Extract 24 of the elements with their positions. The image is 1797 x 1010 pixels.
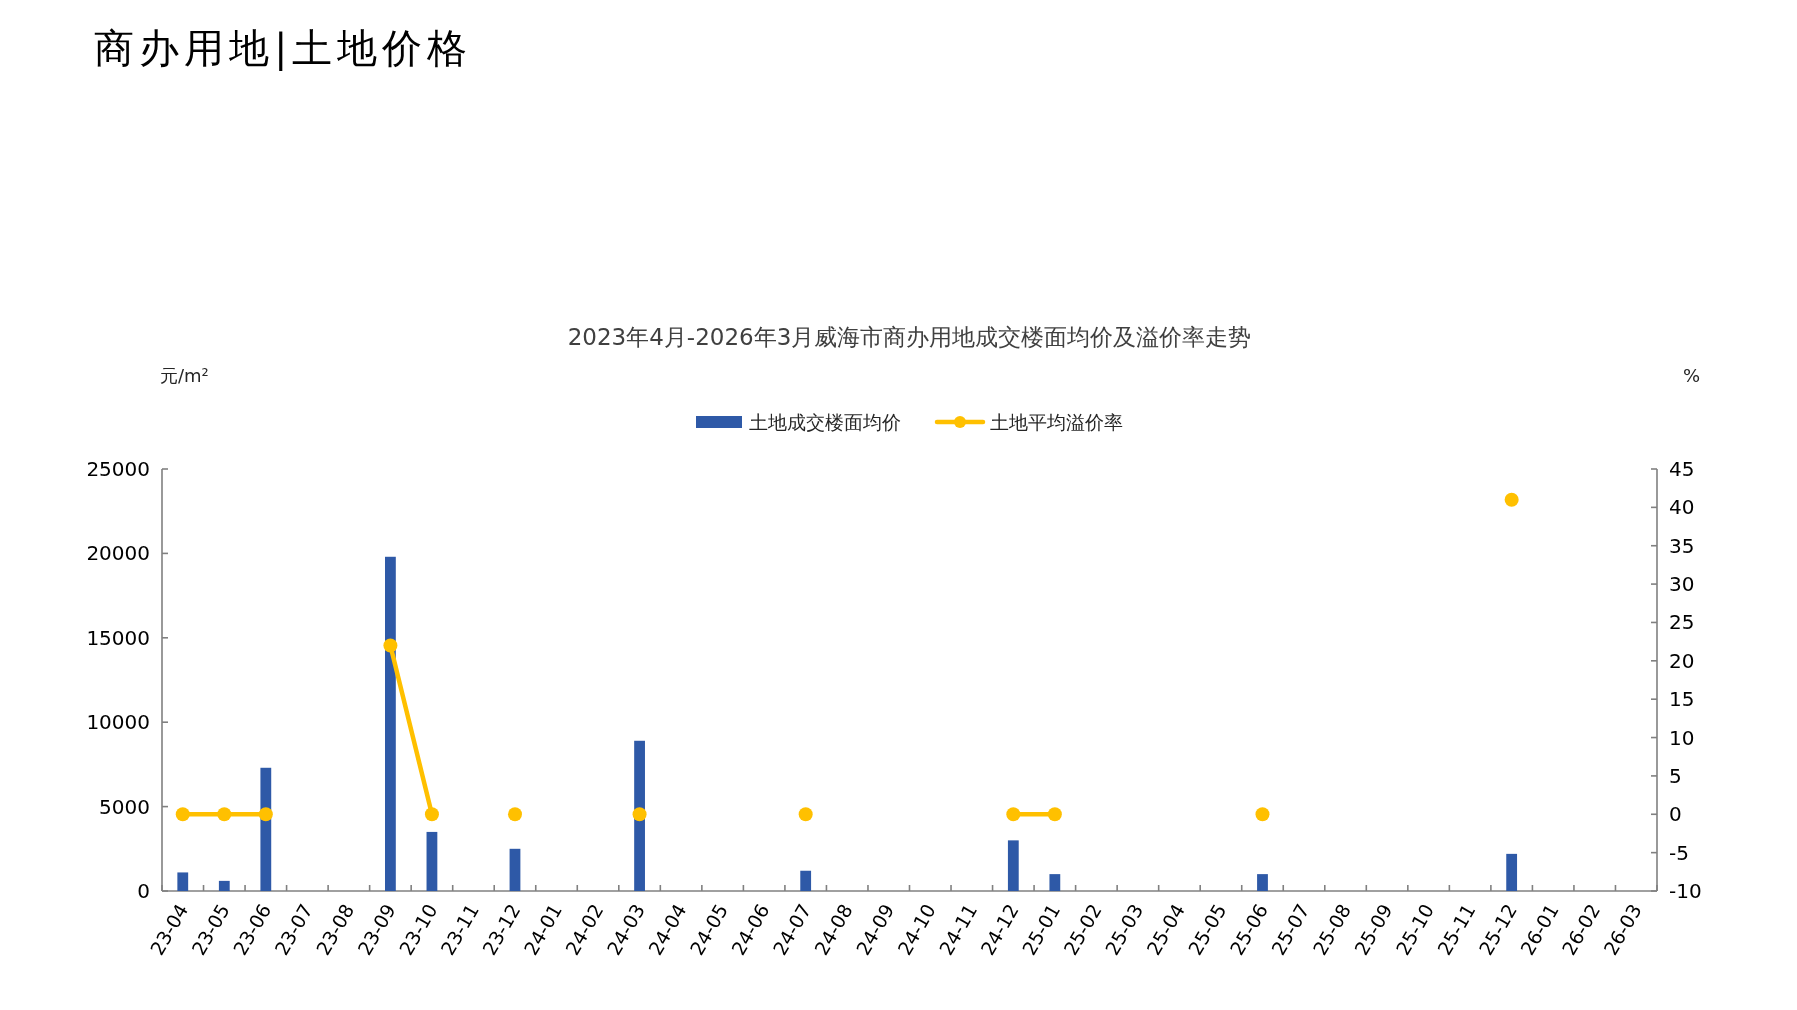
ytick: 25000 [86, 457, 150, 481]
y2tick: 25 [1669, 610, 1695, 635]
y2tick: -10 [1669, 879, 1702, 903]
legend-label: 土地成交楼面均价 [749, 411, 901, 433]
y2tick: 35 [1669, 533, 1695, 558]
y2label: % [1683, 365, 1701, 386]
y2tick: 40 [1669, 495, 1695, 520]
subtitle: 2023年4月-2026年3月威海市商办用地成交楼面均价及溢价率走势 [567, 324, 1252, 350]
y2tick: 20 [1669, 648, 1695, 673]
ytick: 20000 [86, 541, 150, 566]
y2tick: 0 [1669, 802, 1682, 827]
y2tick: 45 [1669, 457, 1695, 481]
y2tick: 30 [1669, 572, 1695, 597]
y2tick: 10 [1669, 725, 1695, 750]
ytick: 15000 [86, 625, 150, 650]
title: 商办用地|土地价格 [94, 25, 473, 71]
y2tick: 5 [1669, 763, 1682, 788]
ytick: 5000 [99, 794, 150, 819]
ylabel: 元/m² [160, 365, 209, 386]
y2tick: 15 [1669, 687, 1695, 712]
y2tick: -5 [1669, 840, 1689, 865]
ytick: 0 [137, 879, 150, 903]
ytick: 10000 [86, 710, 150, 735]
legend-label: 土地平均溢价率 [990, 411, 1123, 433]
